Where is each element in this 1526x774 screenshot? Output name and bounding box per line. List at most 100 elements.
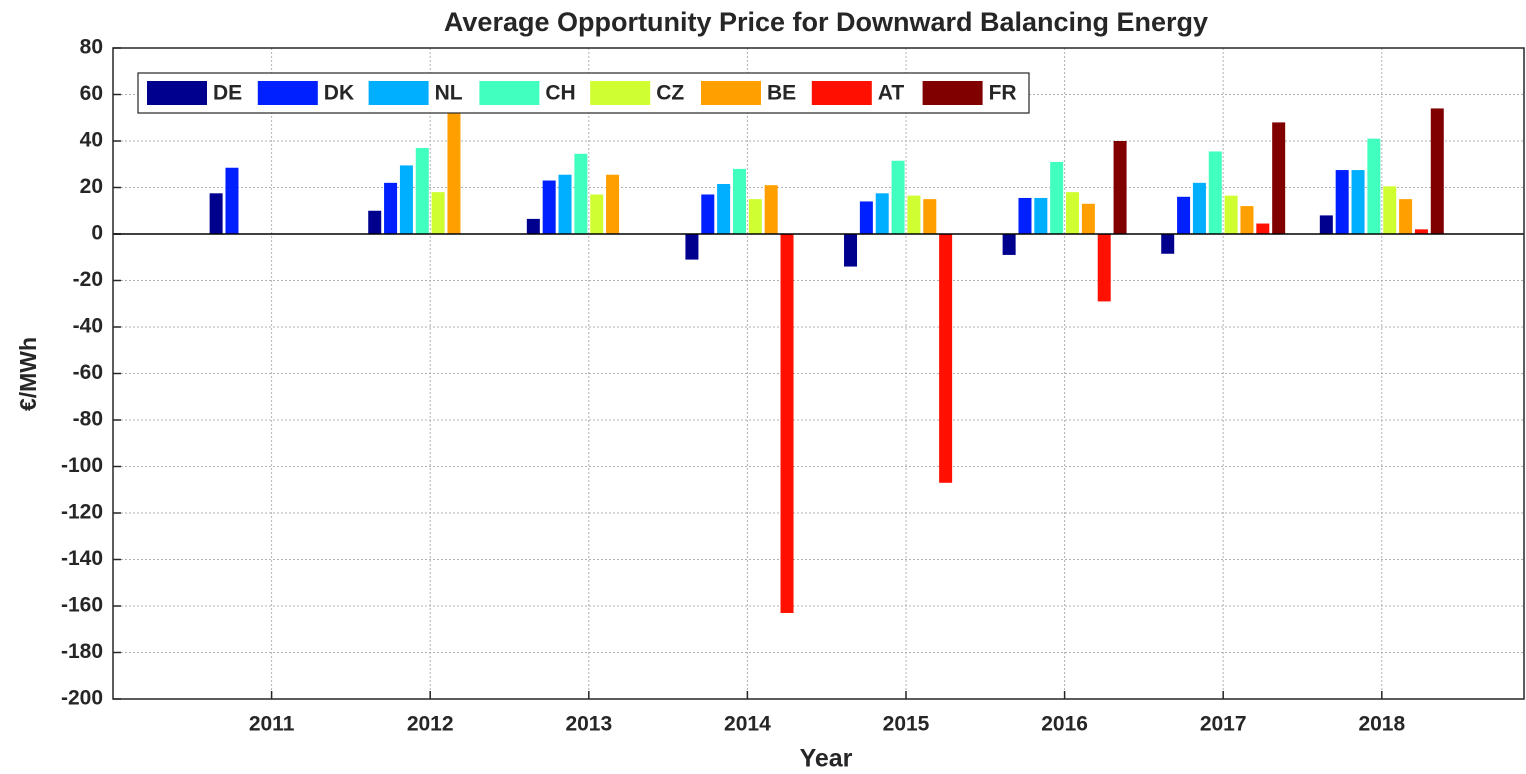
legend-label: CH xyxy=(545,82,575,105)
bar xyxy=(1224,195,1238,234)
y-tick-label: -200 xyxy=(61,687,103,710)
y-tick-label: 20 xyxy=(80,175,103,198)
bar xyxy=(1351,170,1365,234)
bar xyxy=(526,218,540,234)
legend-label: DK xyxy=(324,82,354,105)
legend-swatch xyxy=(922,81,983,105)
bar xyxy=(431,192,445,234)
bar xyxy=(1002,234,1016,255)
bar xyxy=(748,199,762,234)
x-tick-label: 2016 xyxy=(1041,713,1088,736)
bar xyxy=(225,167,239,234)
bar xyxy=(1414,229,1428,234)
y-tick-label: -60 xyxy=(73,361,103,384)
x-tick-label: 2014 xyxy=(724,713,771,736)
bar xyxy=(1081,203,1095,234)
y-tick-label: 80 xyxy=(80,36,103,59)
y-tick-label: -40 xyxy=(73,315,103,338)
bar xyxy=(907,195,921,234)
bar xyxy=(542,180,556,234)
bar xyxy=(717,184,731,234)
bar xyxy=(574,153,588,234)
legend-label: NL xyxy=(435,82,463,105)
y-tick-label: -140 xyxy=(61,547,103,570)
legend-label: CZ xyxy=(656,82,684,105)
bar xyxy=(764,185,778,234)
legend-swatch xyxy=(811,81,872,105)
bar xyxy=(399,165,413,234)
bar xyxy=(1335,170,1349,234)
bar xyxy=(590,194,604,234)
y-tick-label: 0 xyxy=(91,222,103,245)
bar xyxy=(939,234,953,483)
plot-frame xyxy=(112,47,1525,700)
bar xyxy=(1256,223,1270,234)
y-tick-label: -80 xyxy=(73,408,103,431)
legend-swatch xyxy=(147,81,207,105)
bar xyxy=(1399,199,1413,234)
bar xyxy=(368,210,382,234)
x-axis-label: Year xyxy=(800,745,853,773)
bar xyxy=(1319,215,1333,234)
legend-label: DE xyxy=(213,82,242,105)
legend-label: FR xyxy=(989,82,1017,105)
bar xyxy=(447,113,461,234)
y-tick-label: -20 xyxy=(73,268,103,291)
bar xyxy=(1430,108,1444,234)
legend-label: BE xyxy=(767,82,796,105)
x-tick-label: 2018 xyxy=(1358,713,1405,736)
y-tick-label: -100 xyxy=(61,454,103,477)
bar xyxy=(384,182,398,234)
bar xyxy=(1192,182,1206,234)
x-tick-label: 2012 xyxy=(407,713,454,736)
bars xyxy=(113,108,1524,613)
y-tick-label: 40 xyxy=(80,129,103,152)
bar xyxy=(1066,192,1080,234)
bar xyxy=(1050,161,1064,234)
bar xyxy=(558,174,572,234)
bar xyxy=(209,193,223,234)
bar xyxy=(875,193,889,234)
legend-swatch xyxy=(368,81,429,105)
legend: DE DK NL CH CZ BE AT FR xyxy=(137,72,1030,114)
x-tick-label: 2017 xyxy=(1200,713,1247,736)
chart-title: Average Opportunity Price for Downward B… xyxy=(444,7,1208,37)
legend-swatch xyxy=(479,81,540,105)
bar xyxy=(1113,141,1127,234)
y-tick-label: -160 xyxy=(61,594,103,617)
bar xyxy=(1208,151,1222,234)
bar xyxy=(701,194,715,234)
bar xyxy=(891,160,905,234)
bar xyxy=(1240,206,1254,234)
y-tick-label: 60 xyxy=(80,82,103,105)
legend-swatch xyxy=(701,81,761,105)
bar xyxy=(685,234,699,260)
y-tick-label: -180 xyxy=(61,640,103,663)
bar xyxy=(1034,197,1048,234)
x-tick-label: 2015 xyxy=(883,713,930,736)
bar xyxy=(1177,196,1191,234)
x-tick-label: 2013 xyxy=(565,713,612,736)
bar xyxy=(1272,122,1286,234)
bar xyxy=(606,174,620,234)
bar xyxy=(415,147,429,234)
bar xyxy=(1367,138,1381,234)
legend-label: AT xyxy=(878,82,905,105)
bar xyxy=(844,234,858,267)
bar xyxy=(1018,197,1032,234)
bar xyxy=(1383,186,1397,234)
y-tick-label: -120 xyxy=(61,501,103,524)
bar xyxy=(923,199,937,234)
y-axis-label: €/MWh xyxy=(15,337,41,411)
bar xyxy=(859,201,873,234)
x-tick-label: 2011 xyxy=(249,713,295,736)
bar xyxy=(732,168,746,234)
legend-swatch xyxy=(257,81,318,105)
legend-swatch xyxy=(590,81,651,105)
bar xyxy=(1161,234,1175,254)
bar xyxy=(1097,234,1111,302)
bar xyxy=(780,234,794,613)
